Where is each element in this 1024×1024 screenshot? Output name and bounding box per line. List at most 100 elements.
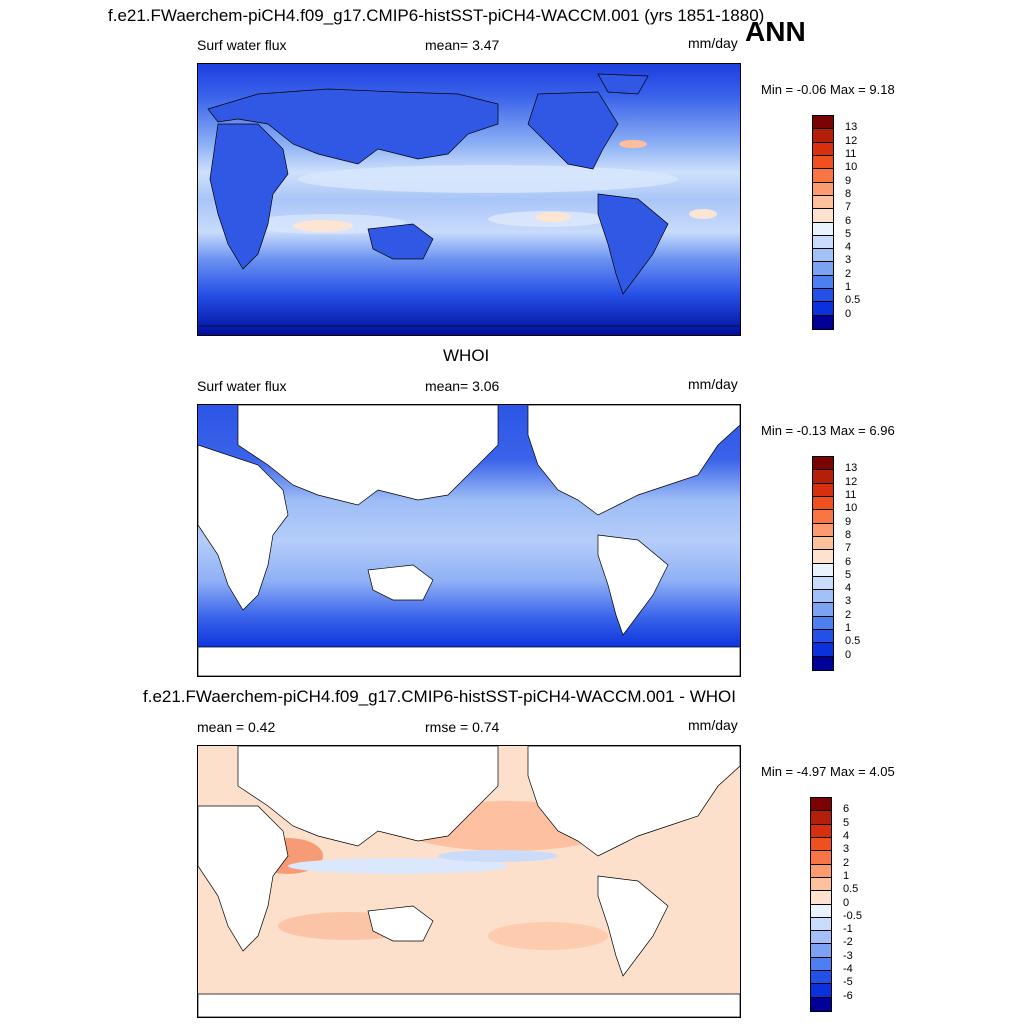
colorbar-tick-label: 3 — [845, 595, 852, 608]
panel1-units-label: mm/day — [688, 35, 738, 51]
colorbar-tick-label: 7 — [845, 542, 852, 555]
colorbar-swatch — [813, 262, 833, 276]
colorbar-tick-label: 7 — [845, 201, 852, 214]
colorbar-swatch — [811, 997, 831, 1011]
colorbar-tick-label: 0 — [845, 307, 852, 320]
panel3-units-label: mm/day — [688, 717, 738, 733]
colorbar-swatch — [811, 877, 831, 892]
colorbar-tick-label: 4 — [843, 829, 850, 842]
colorbar-swatch — [813, 142, 833, 156]
colorbar-swatch — [813, 209, 833, 223]
colorbar-swatch — [813, 222, 833, 236]
colorbar-swatch — [811, 904, 831, 918]
colorbar-swatch — [813, 289, 833, 303]
colorbar-tick-label: -4 — [843, 963, 853, 976]
colorbar-swatch — [813, 169, 833, 183]
colorbar-tick-label: 5 — [845, 227, 852, 240]
colorbar-tick-label: 0.5 — [843, 883, 859, 896]
panel2-minmax-label: Min = -0.13 Max = 6.96 — [761, 423, 895, 438]
colorbar-swatch — [813, 483, 833, 497]
colorbar-swatch — [811, 957, 831, 972]
panel3-minmax-label: Min = -4.97 Max = 4.05 — [761, 764, 895, 779]
colorbar-swatch — [813, 470, 833, 484]
colorbar-swatch — [813, 576, 833, 591]
colorbar-tick-label: 11 — [845, 488, 857, 501]
colorbar-tick-label: 1 — [845, 622, 852, 635]
panel3-map — [197, 745, 741, 1018]
colorbar-tick-label: 1 — [843, 869, 850, 882]
colorbar-swatch — [813, 603, 833, 617]
colorbar-swatch — [813, 643, 833, 657]
panel2-mean-label: mean= 3.06 — [425, 378, 500, 394]
colorbar-swatch — [813, 249, 833, 263]
colorbar-swatch — [813, 182, 833, 196]
colorbar-tick-label: 5 — [845, 568, 852, 581]
colorbar-tick-label: 10 — [845, 502, 858, 515]
colorbar-swatch — [811, 984, 831, 998]
colorbar-swatch — [813, 235, 833, 250]
colorbar-swatch — [813, 630, 833, 644]
colorbar-tick-label: 3 — [845, 254, 852, 267]
colorbar-tick-label: 13 — [845, 462, 858, 475]
colorbar-swatch — [813, 616, 833, 631]
colorbar-swatch — [813, 302, 833, 316]
colorbar-swatch — [813, 275, 833, 290]
panel2-colorbar — [812, 456, 834, 671]
colorbar-swatch — [813, 510, 833, 524]
colorbar-swatch — [813, 155, 833, 170]
figure-title: f.e21.FWaerchem-piCH4.f09_g17.CMIP6-hist… — [108, 6, 765, 25]
colorbar-tick-label: 6 — [845, 214, 852, 227]
colorbar-tick-label: -1 — [843, 923, 853, 936]
colorbar-swatch — [811, 824, 831, 838]
colorbar-swatch — [813, 550, 833, 564]
colorbar-tick-label: 5 — [843, 816, 850, 829]
colorbar-swatch — [813, 656, 833, 670]
panel1-colorbar — [812, 115, 834, 330]
panel2-heading: WHOI — [443, 346, 490, 365]
panel3-mean-label: mean = 0.42 — [197, 719, 276, 735]
colorbar-tick-label: 0.5 — [845, 294, 861, 307]
colorbar-tick-label: 10 — [845, 161, 858, 174]
panel3-heading: f.e21.FWaerchem-piCH4.f09_g17.CMIP6-hist… — [143, 687, 736, 706]
colorbar-swatch — [811, 931, 831, 945]
colorbar-swatch — [813, 195, 833, 210]
colorbar-tick-label: 8 — [845, 187, 852, 200]
colorbar-tick-label: 2 — [843, 856, 850, 869]
colorbar-tick-label: 9 — [845, 174, 852, 187]
colorbar-tick-label: 9 — [845, 515, 852, 528]
panel2-variable-label: Surf water flux — [197, 378, 287, 394]
panel2-map — [197, 404, 741, 677]
colorbar-swatch — [811, 798, 831, 812]
panel1-mean-label: mean= 3.47 — [425, 37, 500, 53]
colorbar-tick-label: 6 — [843, 803, 850, 816]
colorbar-tick-label: 12 — [845, 475, 858, 488]
colorbar-tick-label: 2 — [845, 267, 852, 280]
colorbar-tick-label: 8 — [845, 528, 852, 541]
colorbar-tick-label: 12 — [845, 134, 858, 147]
panel1-minmax-label: Min = -0.06 Max = 9.18 — [761, 82, 895, 97]
colorbar-swatch — [811, 864, 831, 878]
panel2-units-label: mm/day — [688, 376, 738, 392]
colorbar-swatch — [811, 837, 831, 852]
colorbar-swatch — [813, 523, 833, 537]
colorbar-tick-label: 13 — [845, 121, 858, 134]
season-label: ANN — [745, 16, 806, 47]
colorbar-swatch — [811, 811, 831, 825]
colorbar-swatch — [813, 536, 833, 551]
panel3-colorbar — [810, 797, 832, 1012]
colorbar-swatch — [811, 944, 831, 958]
colorbar-swatch — [811, 917, 831, 932]
colorbar-tick-label: 0 — [845, 648, 852, 661]
colorbar-swatch — [813, 457, 833, 471]
colorbar-swatch — [811, 971, 831, 985]
colorbar-tick-label: 6 — [845, 555, 852, 568]
colorbar-swatch — [813, 563, 833, 577]
colorbar-swatch — [813, 129, 833, 143]
colorbar-tick-label: 11 — [845, 147, 857, 160]
colorbar-tick-label: 0 — [843, 896, 850, 909]
colorbar-swatch — [813, 315, 833, 329]
panel1-variable-label: Surf water flux — [197, 37, 287, 53]
colorbar-tick-label: 3 — [843, 843, 850, 856]
colorbar-tick-label: -3 — [843, 949, 853, 962]
panel3-rmse-label: rmse = 0.74 — [425, 719, 500, 735]
